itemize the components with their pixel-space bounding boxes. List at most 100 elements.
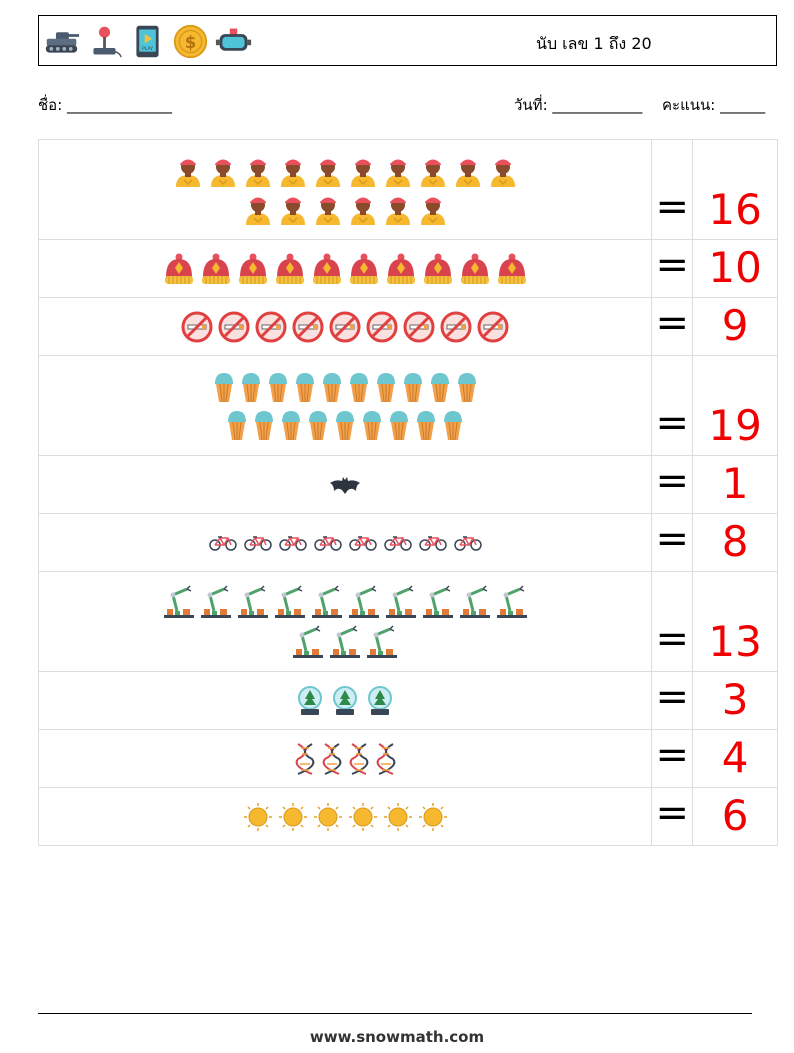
footer-url: www.snowmath.com	[309, 1028, 485, 1046]
worker-person-icon	[350, 197, 375, 225]
no-smoking-icon	[292, 311, 324, 342]
date-field: วันที่: ____________	[514, 93, 642, 117]
knit-hat-icon	[386, 253, 415, 284]
worker-person-icon	[315, 159, 340, 187]
sun-icon	[418, 802, 447, 831]
ice-cream-cone-icon	[376, 372, 395, 402]
ice-cream-cone-icon	[228, 410, 247, 440]
knit-hat-icon	[201, 253, 230, 284]
picture-cell	[37, 729, 653, 788]
date-blank: ____________	[552, 96, 643, 114]
dollar-coin-icon: $	[173, 24, 208, 59]
bicycle-icon	[383, 535, 412, 551]
counting-row: = 6	[37, 787, 778, 846]
robot-arm-icon	[385, 584, 416, 618]
vr-headset-icon	[215, 28, 252, 51]
ice-cream-cone-icon	[295, 372, 314, 402]
sun-icon	[348, 802, 377, 831]
equals-sign: =	[651, 239, 694, 298]
ice-cream-cone-icon	[430, 372, 449, 402]
score-blank: ______	[720, 96, 766, 114]
robot-arm-icon	[330, 624, 361, 658]
knit-hat-icon	[312, 253, 341, 284]
no-smoking-icon	[255, 311, 287, 342]
answer-number: 19	[692, 355, 778, 456]
dna-icon	[322, 742, 341, 775]
counting-row: = 13	[37, 571, 778, 672]
name-blank: ______________	[67, 96, 173, 114]
ice-cream-cone-icon	[457, 372, 476, 402]
date-label: วันที่:	[514, 96, 548, 114]
name-label: ชื่อ:	[38, 96, 63, 114]
bat-icon	[330, 476, 361, 494]
score-label: คะแนน:	[662, 96, 716, 114]
equals-sign: =	[651, 355, 694, 456]
knit-hat-icon	[238, 253, 267, 284]
snow-globe-icon	[368, 685, 393, 715]
footer-divider	[38, 1013, 752, 1014]
ice-cream-cone-icon	[403, 372, 422, 402]
svg-text:PLAY: PLAY	[142, 46, 153, 52]
no-smoking-icon	[440, 311, 472, 342]
worker-person-icon	[490, 159, 515, 187]
robot-arm-icon	[237, 584, 268, 618]
ice-cream-cone-icon	[241, 372, 260, 402]
worker-person-icon	[420, 159, 445, 187]
ice-cream-cone-icon	[390, 410, 409, 440]
header-icons: PLAY $	[43, 23, 252, 60]
picture-cell	[37, 671, 653, 730]
bicycle-icon	[278, 535, 307, 551]
bicycle-icon	[348, 535, 377, 551]
counting-row: = 8	[37, 513, 778, 572]
worksheet-header: PLAY $ นับ เลข 1 ถึง 20	[38, 15, 777, 66]
worker-person-icon	[455, 159, 480, 187]
equals-sign: =	[651, 571, 694, 672]
answer-number: 10	[692, 239, 778, 298]
robot-arm-icon	[200, 584, 231, 618]
ice-cream-cone-icon	[309, 410, 328, 440]
worker-person-icon	[280, 159, 305, 187]
equals-sign: =	[651, 729, 694, 788]
sun-icon	[383, 802, 412, 831]
equals-sign: =	[651, 297, 694, 356]
no-smoking-icon	[181, 311, 213, 342]
answer-number: 8	[692, 513, 778, 572]
robot-arm-icon	[459, 584, 490, 618]
no-smoking-icon	[403, 311, 435, 342]
equals-sign: =	[651, 513, 694, 572]
worker-person-icon	[350, 159, 375, 187]
ice-cream-cone-icon	[322, 372, 341, 402]
answer-number: 9	[692, 297, 778, 356]
robot-arm-icon	[496, 584, 527, 618]
svg-text:$: $	[185, 33, 197, 52]
worker-person-icon	[245, 197, 270, 225]
bicycle-icon	[208, 535, 237, 551]
worker-person-icon	[210, 159, 235, 187]
worker-person-icon	[175, 159, 200, 187]
answer-number: 6	[692, 787, 778, 846]
snow-globe-icon	[333, 685, 358, 715]
worker-person-icon	[385, 159, 410, 187]
no-smoking-icon	[329, 311, 361, 342]
knit-hat-icon	[460, 253, 489, 284]
ice-cream-cone-icon	[282, 410, 301, 440]
play-tablet-icon: PLAY	[136, 25, 159, 58]
dna-icon	[295, 742, 314, 775]
worksheet-title: นับ เลข 1 ถึง 20	[536, 34, 652, 53]
picture-cell	[37, 455, 653, 514]
no-smoking-icon	[218, 311, 250, 342]
robot-arm-icon	[163, 584, 194, 618]
knit-hat-icon	[497, 253, 526, 284]
counting-row: = 4	[37, 729, 778, 788]
picture-cell	[37, 297, 653, 356]
worker-person-icon	[315, 197, 340, 225]
knit-hat-icon	[423, 253, 452, 284]
dna-icon	[376, 742, 395, 775]
robot-arm-icon	[311, 584, 342, 618]
ice-cream-cone-icon	[336, 410, 355, 440]
answer-number: 16	[692, 139, 778, 240]
equals-sign: =	[651, 671, 694, 730]
knit-hat-icon	[275, 253, 304, 284]
ice-cream-cone-icon	[349, 372, 368, 402]
bicycle-icon	[453, 535, 482, 551]
